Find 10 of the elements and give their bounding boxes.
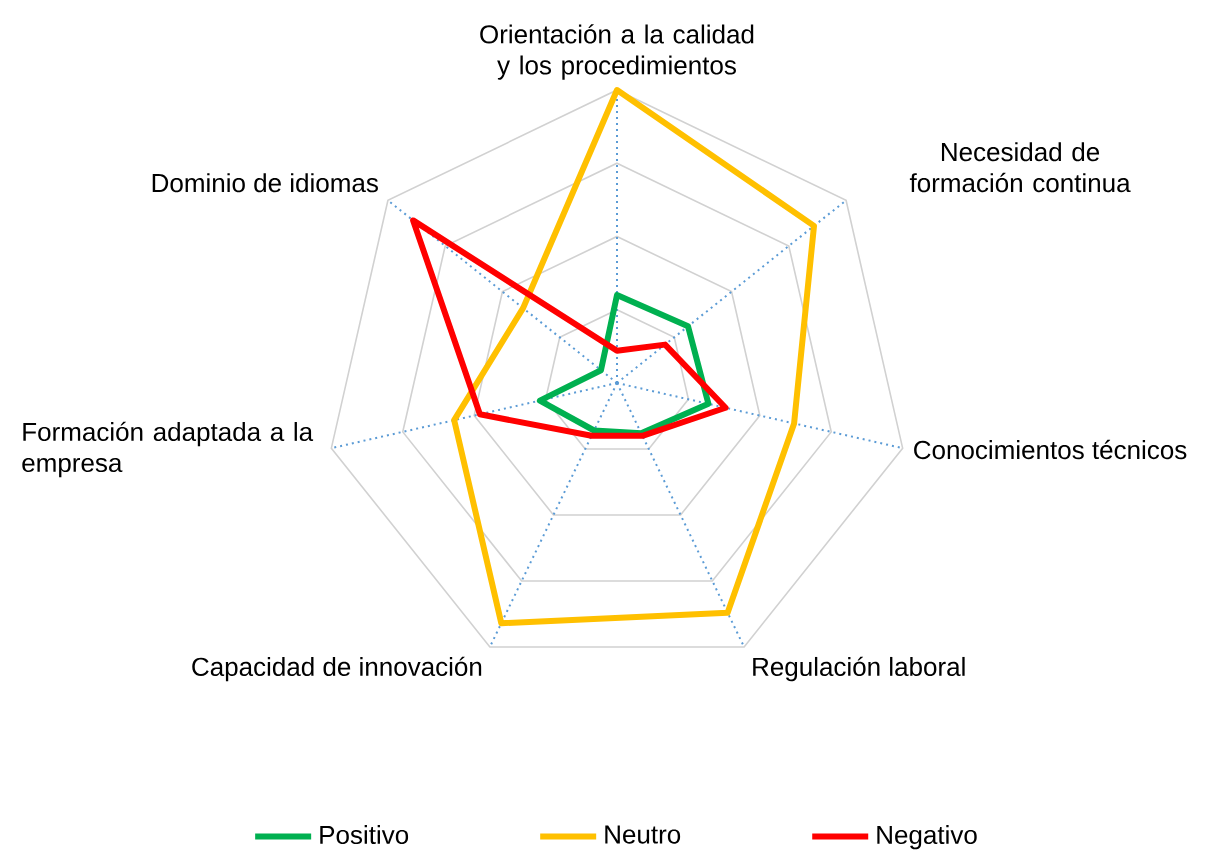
spoke-label: Regulación laboral xyxy=(753,656,965,682)
spoke-label: Formación adaptada a la empresa xyxy=(22,421,314,478)
spoke-label: Capacidad de innovación xyxy=(192,656,482,682)
legend-label: Positivo xyxy=(320,825,409,845)
legend-label: Negativo xyxy=(877,825,977,850)
legend-label: Neutro xyxy=(605,825,681,844)
spoke-label: Dominio de idiomas xyxy=(152,173,378,193)
spoke-label: Orientación a la calidad y los procedimientos xyxy=(480,24,754,80)
spoke-label: Necesidad de formación continua xyxy=(909,142,1131,193)
spoke-label: Conocimientos técnicos xyxy=(914,439,1187,460)
